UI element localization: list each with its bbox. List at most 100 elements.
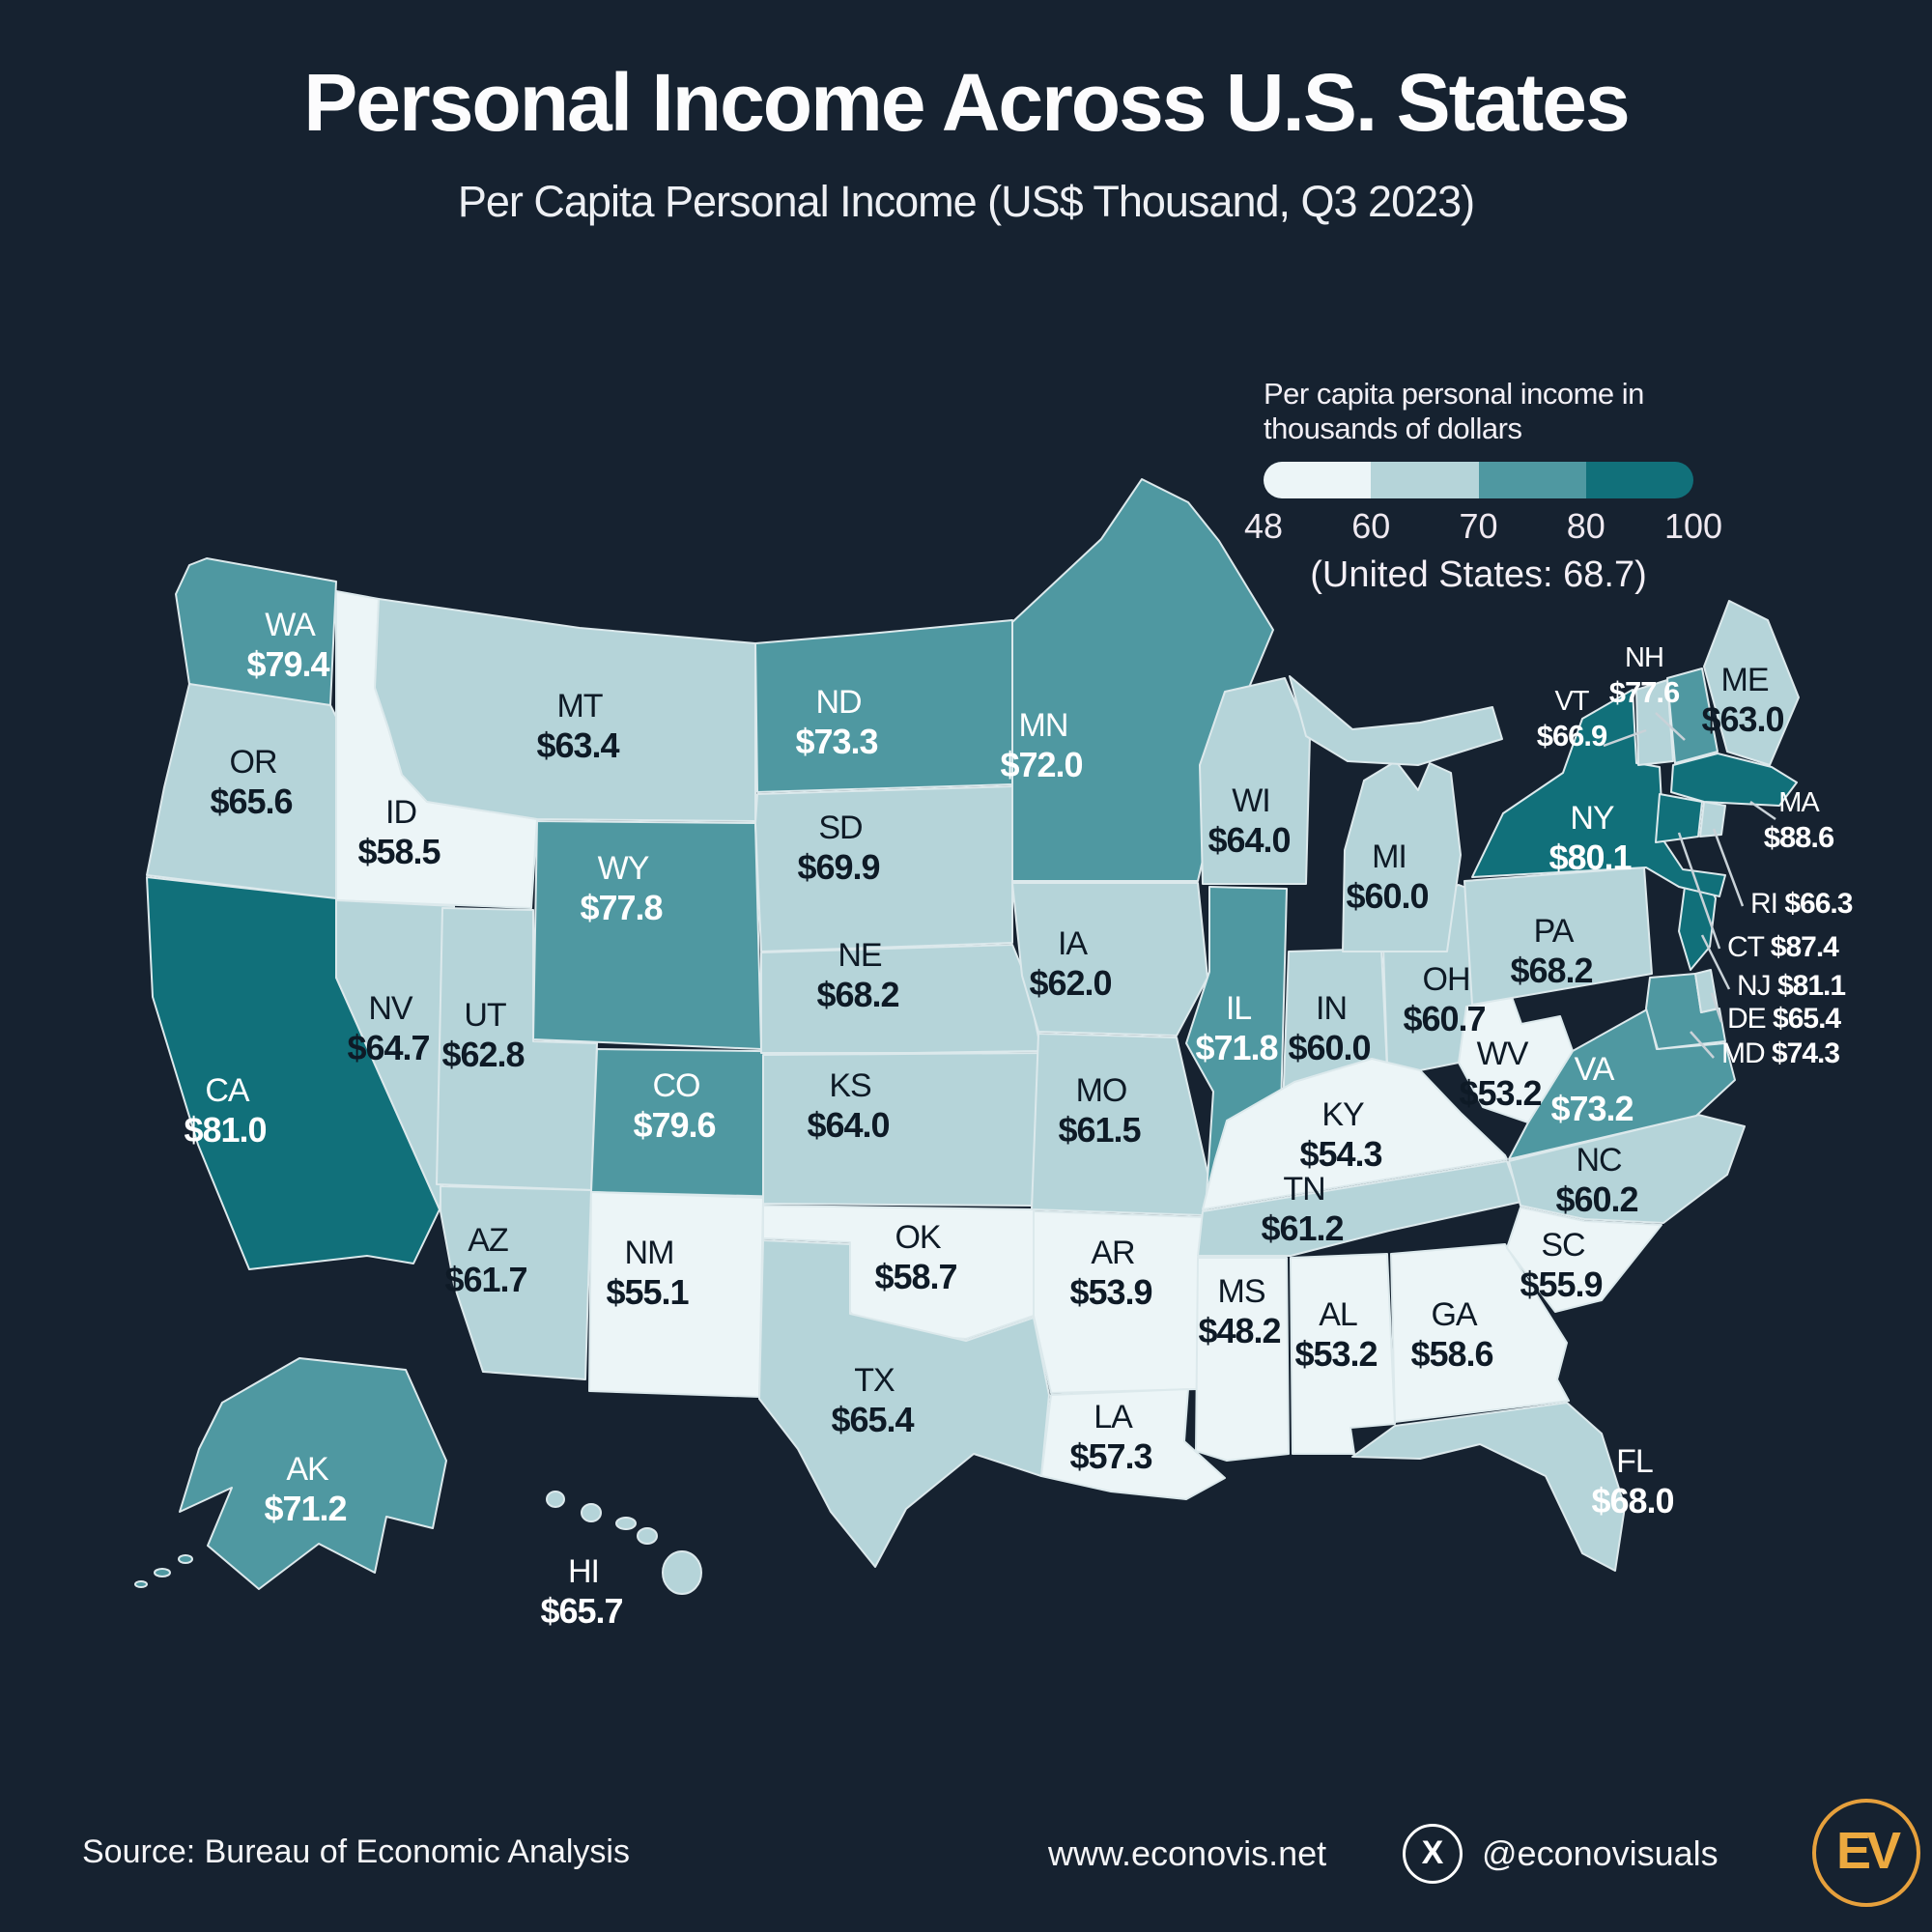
state-label-AK: AK	[286, 1451, 329, 1488]
state-label-CO: CO	[653, 1067, 700, 1104]
state-label-VA: VA	[1575, 1051, 1615, 1088]
state-value-SC: $55.9	[1520, 1264, 1602, 1304]
state-label-SC: SC	[1541, 1227, 1585, 1264]
website-link[interactable]: www.econovis.net	[1048, 1833, 1327, 1873]
state-label-WY: WY	[598, 850, 649, 887]
footer: Source: Bureau of Economic Analysis www.…	[0, 1799, 1932, 1907]
state-callout-NJ: NJ $81.1	[1737, 970, 1845, 1002]
state-TX	[758, 1239, 1050, 1568]
legend-ticks: 48 60 70 80 100	[1244, 506, 1722, 546]
state-GA	[1390, 1243, 1570, 1423]
state-value-NV: $64.7	[347, 1028, 429, 1067]
state-value-NE: $68.2	[816, 975, 898, 1014]
state-label-WV: WV	[1477, 1036, 1529, 1072]
state-NE	[760, 944, 1042, 1054]
state-label-AZ: AZ	[468, 1222, 508, 1259]
state-KY	[1202, 1058, 1508, 1210]
state-label-IA: IA	[1058, 925, 1088, 962]
state-callout-RI: RI $66.3	[1750, 888, 1853, 920]
state-callout-DE: DE $65.4	[1727, 1003, 1841, 1035]
state-value-VT: $66.9	[1537, 719, 1607, 753]
state-CT	[1655, 793, 1703, 843]
legend-tick-60: 60	[1351, 506, 1391, 546]
state-value-UT: $62.8	[441, 1035, 524, 1074]
state-label-KY: KY	[1321, 1096, 1364, 1133]
state-value-IL: $71.8	[1195, 1028, 1277, 1067]
state-label-MA: MA	[1778, 787, 1820, 818]
state-label-UT: UT	[464, 997, 506, 1034]
state-value-NC: $60.2	[1555, 1179, 1637, 1219]
state-MT	[374, 598, 756, 822]
state-VA	[1508, 1009, 1736, 1160]
state-value-MN: $72.0	[1000, 745, 1082, 784]
legend-bin-60-70	[1371, 462, 1479, 498]
state-WV	[1458, 996, 1574, 1123]
state-SC	[1506, 1207, 1662, 1313]
state-label-MT: MT	[556, 688, 602, 724]
legend: Per capita personal income in thousands …	[1244, 377, 1722, 596]
x-handle-link[interactable]: @econovisuals	[1482, 1833, 1719, 1873]
legend-tick-100: 100	[1663, 506, 1723, 546]
state-label-LA: LA	[1094, 1399, 1133, 1435]
state-label-NM: NM	[625, 1235, 674, 1271]
state-value-CA: $81.0	[184, 1110, 266, 1150]
state-IA	[1011, 882, 1208, 1037]
x-social-icon: X	[1403, 1824, 1463, 1884]
state-value-AR: $53.9	[1069, 1272, 1151, 1312]
state-value-MI: $60.0	[1346, 876, 1428, 916]
legend-color-bar	[1264, 462, 1693, 498]
state-value-NH: $77.6	[1609, 675, 1680, 709]
state-label-VT: VT	[1554, 686, 1589, 717]
state-callout-CT: CT $87.4	[1727, 931, 1839, 963]
state-label-GA: GA	[1431, 1296, 1477, 1333]
state-label-OH: OH	[1423, 961, 1470, 998]
state-label-ME: ME	[1721, 662, 1769, 698]
state-MA	[1670, 753, 1798, 807]
state-value-WI: $64.0	[1208, 820, 1290, 860]
state-value-MT: $63.4	[536, 725, 619, 765]
state-value-IN: $60.0	[1288, 1028, 1370, 1067]
state-value-SD: $69.9	[797, 847, 879, 887]
title-block: Personal Income Across U.S. States Per C…	[0, 56, 1932, 227]
state-label-IN: IN	[1316, 990, 1347, 1027]
state-label-NV: NV	[368, 990, 413, 1027]
state-label-CA: CA	[205, 1072, 250, 1109]
state-label-MI: MI	[1372, 838, 1406, 875]
state-value-IA: $62.0	[1029, 963, 1111, 1003]
state-label-WI: WI	[1232, 782, 1270, 819]
state-label-TX: TX	[854, 1362, 895, 1399]
state-value-AZ: $61.7	[444, 1260, 526, 1299]
state-label-MN: MN	[1019, 707, 1068, 744]
state-ND	[754, 619, 1013, 793]
state-label-ND: ND	[815, 684, 861, 721]
state-label-ID: ID	[385, 794, 416, 831]
source-credit: Source: Bureau of Economic Analysis	[82, 1833, 630, 1870]
state-value-OK: $58.7	[874, 1257, 956, 1296]
state-label-FL: FL	[1616, 1443, 1653, 1480]
state-label-SD: SD	[818, 810, 862, 846]
state-value-KY: $54.3	[1299, 1134, 1381, 1174]
state-label-NE: NE	[838, 937, 882, 974]
legend-us-average: (United States: 68.7)	[1310, 554, 1647, 595]
legend-tick-70: 70	[1459, 506, 1498, 546]
state-value-AK: $71.2	[264, 1489, 346, 1528]
state-label-NH: NH	[1625, 642, 1663, 673]
state-SD	[754, 785, 1013, 952]
legend-bin-80-100	[1585, 462, 1693, 498]
state-label-NC: NC	[1576, 1142, 1622, 1179]
state-label-OR: OR	[230, 744, 277, 781]
state-label-HI: HI	[568, 1553, 599, 1590]
state-label-WA: WA	[265, 607, 316, 643]
state-HI	[546, 1491, 702, 1595]
state-VT	[1635, 679, 1674, 766]
state-label-TN: TN	[1283, 1171, 1324, 1208]
state-value-MO: $61.5	[1058, 1110, 1141, 1150]
state-value-ME: $63.0	[1701, 699, 1783, 739]
legend-tick-48: 48	[1243, 506, 1284, 546]
state-value-ID: $58.5	[357, 832, 440, 871]
state-PA	[1463, 867, 1653, 1006]
state-value-FL: $68.0	[1591, 1481, 1673, 1520]
legend-bin-48-60	[1264, 462, 1372, 498]
state-value-HI: $65.7	[540, 1591, 622, 1631]
